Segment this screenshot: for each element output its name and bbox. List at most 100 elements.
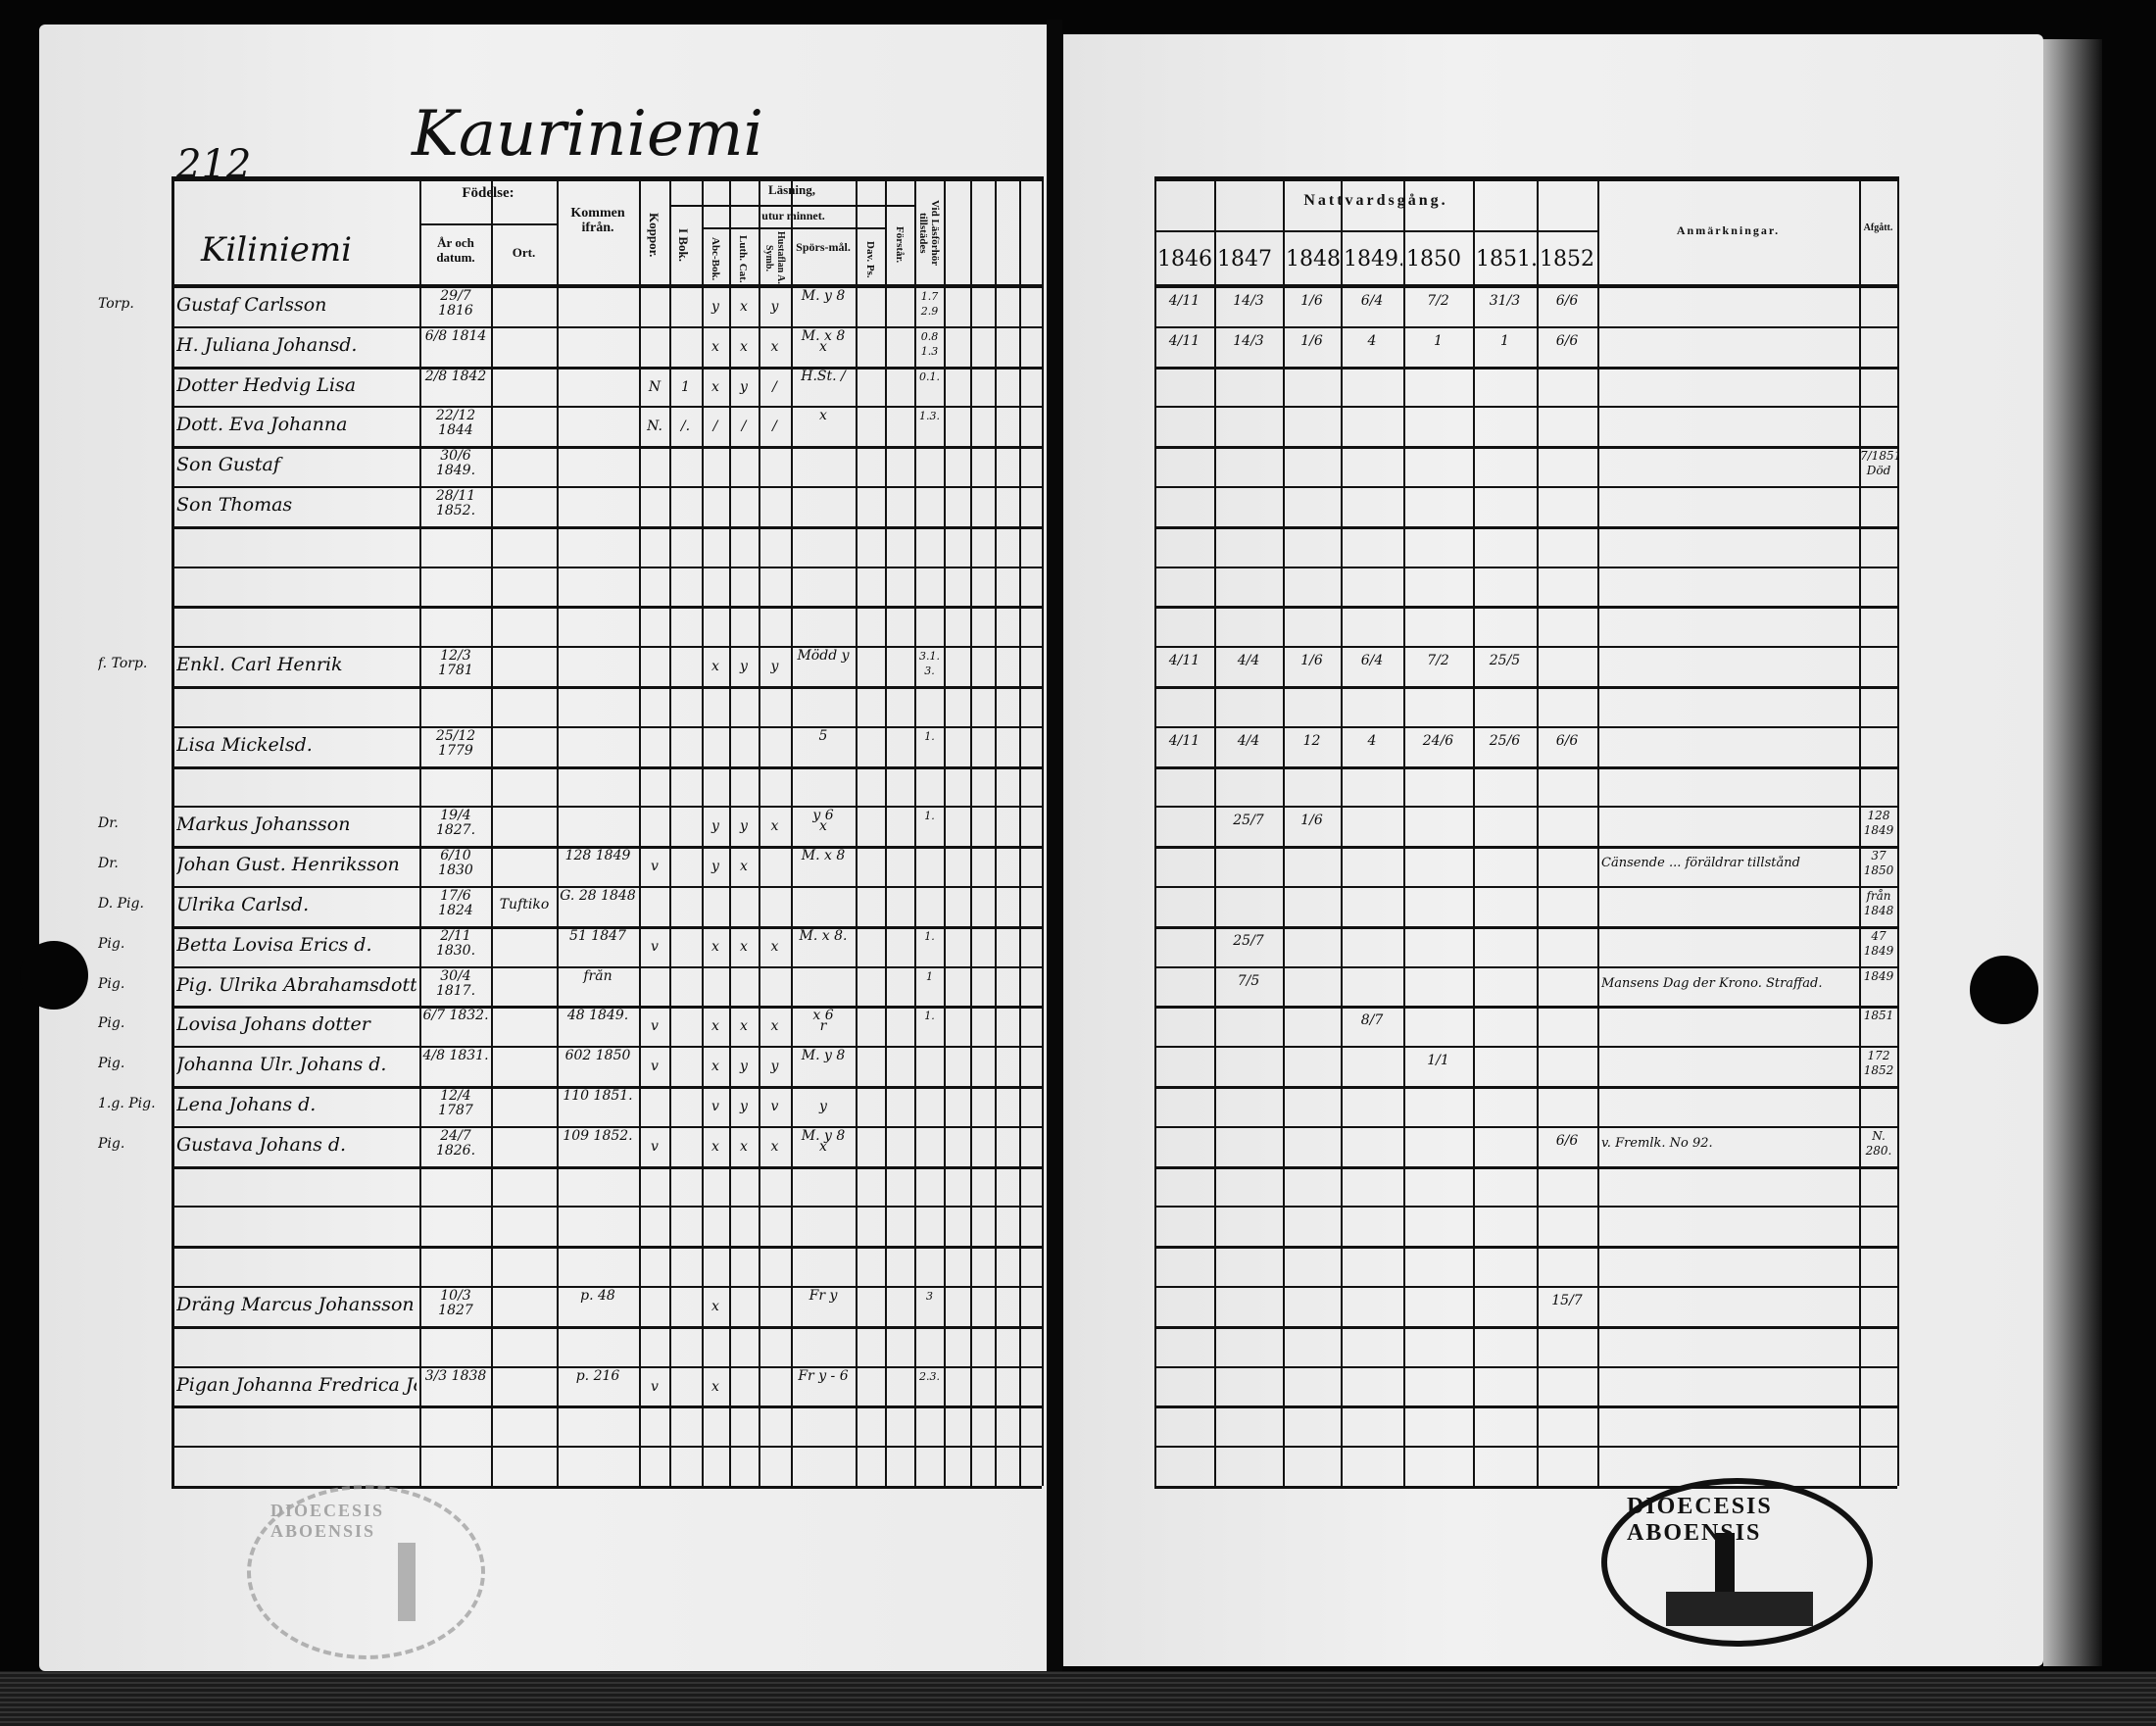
communion-date: 6/6 — [1555, 333, 1579, 349]
column-rule — [1341, 176, 1343, 1486]
page-notch-right — [1970, 956, 2038, 1024]
person-name: Lisa Mickelsd. — [176, 733, 313, 756]
reading-mark: x — [740, 1019, 748, 1035]
sporsmal-mark: y 6 — [812, 809, 834, 824]
communion-date: 4/4 — [1237, 654, 1260, 669]
header-vid-lasforhor: Vid Läsförhör tillstädes — [917, 199, 941, 267]
column-rule — [1859, 176, 1861, 1486]
column-rule — [1042, 176, 1044, 1486]
reading-mark: x — [770, 1019, 779, 1035]
row-rule — [1154, 486, 1897, 488]
column-rule — [557, 176, 559, 1486]
reading-mark: v — [770, 1100, 779, 1114]
sporsmal-mark: M. y 8 — [801, 1128, 846, 1144]
year-header: 1850 — [1406, 247, 1461, 271]
birth-date: 12/4 1787 — [438, 1089, 473, 1118]
header-utur-minnet: utur minnet. — [761, 209, 825, 222]
column-rule — [729, 176, 731, 1486]
row-rule — [1154, 725, 1897, 728]
communion-date: 4 — [1367, 333, 1377, 349]
row-rule — [172, 965, 1042, 968]
communion-date: 1/6 — [1300, 333, 1323, 349]
column-rule — [491, 176, 493, 1486]
communion-date: 4/4 — [1237, 733, 1260, 749]
header-koppor: Koppor. — [647, 213, 662, 258]
departure-note: N. 280. — [1865, 1128, 1892, 1158]
communion-date: 1 — [1434, 333, 1443, 349]
reading-mark: y — [740, 1100, 748, 1114]
attendance-mark: 0.8 1.3 — [920, 329, 939, 358]
reading-mark: x — [819, 339, 827, 355]
person-name: Gustaf Carlsson — [176, 294, 327, 316]
row-rule — [172, 886, 1042, 888]
communion-date: 12 — [1302, 733, 1321, 749]
column-rule — [885, 176, 887, 1486]
reading-mark: x — [740, 860, 748, 875]
reading-mark: x — [740, 300, 748, 315]
header-abc: Abc-Bok. — [710, 236, 721, 281]
attendance-mark: 1.3. — [919, 410, 940, 423]
sporsmal-mark: x 6 — [812, 1009, 834, 1024]
communion-date: 4/11 — [1168, 733, 1200, 749]
reading-mark: / — [772, 419, 777, 435]
reading-mark: x — [711, 379, 719, 395]
household-role: Pig. — [98, 1015, 125, 1032]
reading-mark: y — [740, 1060, 748, 1075]
row-rule — [172, 1125, 1042, 1128]
person-name: H. Juliana Johansd. — [176, 333, 358, 356]
communion-date: 4/11 — [1168, 654, 1200, 669]
column-rule — [639, 176, 641, 1486]
person-name: Lena Johans d. — [176, 1094, 317, 1115]
row-rule — [1154, 686, 1897, 689]
sporsmal-mark: Fr y - 6 — [798, 1368, 849, 1384]
row-rule — [172, 1286, 1042, 1288]
row-rule — [1154, 1046, 1897, 1049]
row-rule — [172, 406, 1042, 409]
sporsmal-mark: 5 — [818, 728, 828, 744]
header-luth: Luth. Cat. — [737, 234, 749, 283]
table-top-rule — [172, 176, 1042, 181]
koppor-mark: v — [651, 939, 659, 955]
sporsmal-mark: M. y 8 — [801, 1049, 846, 1064]
column-rule — [172, 176, 174, 1486]
reading-mark: x — [711, 1060, 719, 1075]
row-rule — [172, 366, 1042, 370]
communion-date: 6/6 — [1555, 1133, 1579, 1149]
attendance-mark: 1. — [924, 1010, 935, 1023]
person-name: Son Thomas — [176, 494, 293, 516]
koppor-mark: v — [651, 860, 659, 875]
reading-mark: x — [740, 1139, 748, 1155]
village-title: Kauriniemi — [412, 98, 763, 171]
birth-date: 24/7 1826. — [435, 1128, 476, 1159]
reading-mark: y — [770, 300, 779, 315]
person-name: Betta Lovisa Erics d. — [176, 933, 372, 956]
row-rule — [1154, 1446, 1897, 1449]
row-rule — [1154, 1325, 1897, 1329]
row-rule — [1154, 366, 1897, 370]
household-role: f. Torp. — [98, 656, 148, 672]
reading-mark: x — [819, 819, 827, 835]
moved-from: 51 1847 — [569, 928, 626, 944]
communion-date: 25/6 — [1489, 733, 1521, 749]
attendance-mark: 0.1. — [919, 370, 940, 383]
row-rule — [1154, 965, 1897, 968]
birth-place: Tuftiko — [499, 898, 550, 912]
page-notch-left — [20, 941, 88, 1010]
book-gutter — [1047, 20, 1062, 1676]
reading-mark: y — [711, 860, 719, 875]
moved-from: 128 1849 — [564, 849, 631, 864]
communion-date: 6/4 — [1360, 294, 1384, 309]
right-page — [1063, 34, 2043, 1666]
sporsmal-mark: M. x 8. — [799, 928, 848, 944]
row-rule — [172, 486, 1042, 488]
church-tower-icon — [398, 1543, 416, 1621]
column-rule — [1897, 176, 1899, 1486]
header-ibok: I Bok. — [676, 228, 691, 262]
attendance-mark: 3.1. 3. — [919, 650, 940, 678]
birth-date: 19/4 1827. — [435, 809, 476, 839]
reading-mark: x — [711, 1019, 719, 1035]
row-rule — [1154, 1086, 1897, 1089]
sporsmal-mark: x — [819, 409, 827, 424]
departure-note: 1849 — [1863, 968, 1894, 983]
row-rule — [1154, 1405, 1897, 1409]
